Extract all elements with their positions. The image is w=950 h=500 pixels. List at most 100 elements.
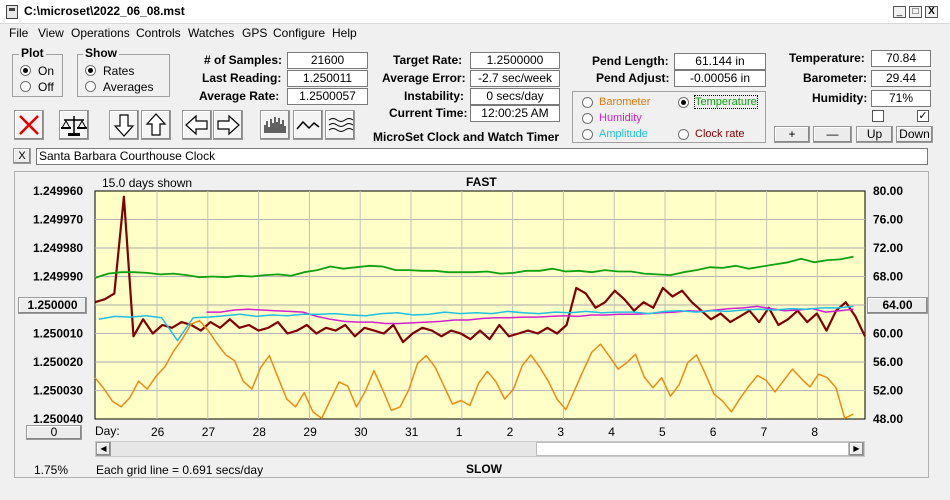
plot-off-radio[interactable] — [20, 81, 31, 92]
wave-button[interactable] — [325, 110, 355, 140]
left-tick-label: 1.249980 — [33, 241, 83, 255]
temperature-radio[interactable] — [678, 97, 689, 108]
temperature-value: 70.84 — [871, 50, 931, 67]
left-arrow-button[interactable] — [182, 110, 212, 140]
balance-button[interactable] — [59, 110, 89, 140]
right-tick-label: 48.00 — [873, 412, 903, 426]
x-tick-label: 4 — [608, 425, 615, 439]
histogram-icon — [264, 117, 286, 133]
up-arrow-button[interactable] — [141, 110, 171, 140]
scroll-left-button[interactable]: ◀ — [96, 442, 111, 456]
menu-watches[interactable]: Watches — [188, 26, 235, 40]
average-rate-value: 1.2500057 — [287, 88, 368, 105]
left-tick-label: 1.250040 — [33, 412, 83, 426]
menu-operations[interactable]: Operations — [71, 26, 130, 40]
menu-controls[interactable]: Controls — [136, 26, 181, 40]
x-tick-label: 26 — [151, 425, 165, 439]
x-tick-label: 30 — [354, 425, 368, 439]
right-tick-label: 60.00 — [873, 327, 903, 341]
menu-gps[interactable]: GPS — [242, 26, 268, 40]
scroll-thumb[interactable] — [536, 442, 849, 456]
left-tick-label: 1.250020 — [33, 355, 83, 369]
menu-help[interactable]: Help — [332, 26, 357, 40]
right-checkbox[interactable]: ✓ — [917, 110, 929, 122]
x-tick-label: 28 — [253, 425, 267, 439]
right-tick-label: 56.00 — [873, 355, 903, 369]
center-temp-button[interactable]: 64.00 — [867, 297, 928, 314]
x-tick-label: 5 — [659, 425, 666, 439]
barometer-radio[interactable] — [582, 97, 593, 108]
humidity-label: Humidity: — [812, 91, 868, 105]
stop-button[interactable] — [14, 110, 44, 140]
chart-title-fast: FAST — [466, 175, 497, 189]
balance-scale-icon — [61, 116, 87, 136]
humidity-value: 71% — [871, 90, 931, 107]
barometer-option-label: Barometer — [599, 96, 651, 108]
down-arrow-button[interactable] — [109, 110, 139, 140]
show-group — [77, 54, 170, 97]
arrow-down-icon — [113, 114, 135, 137]
menu-view[interactable]: View — [38, 26, 64, 40]
amplitude-series-line — [98, 305, 854, 342]
instability-value: 0 secs/day — [470, 88, 560, 105]
center-rate-button[interactable]: 1.250000 — [18, 297, 87, 314]
scale-plus-button[interactable]: + — [774, 126, 810, 143]
arrow-left-icon — [185, 114, 208, 136]
x-axis-title: Day: — [95, 424, 120, 438]
menu-configure[interactable]: Configure — [273, 26, 326, 40]
menu-file[interactable]: File — [9, 26, 29, 40]
histogram-button[interactable] — [260, 110, 290, 140]
average-error-label: Average Error: — [382, 71, 466, 85]
humidity-radio[interactable] — [582, 113, 593, 124]
barometer-label: Barometer: — [803, 71, 868, 85]
humidity-option-label: Humidity — [599, 112, 642, 124]
menu-bar: File View Operations Controls Watches GP… — [0, 24, 950, 42]
app-icon — [6, 5, 18, 19]
show-rates-radio[interactable] — [85, 65, 96, 76]
maximize-button[interactable]: □ — [909, 6, 922, 18]
scale-down-button[interactable]: Down — [896, 126, 933, 143]
clock-rate-radio[interactable] — [678, 129, 689, 140]
clock-rate-series-line — [94, 195, 866, 344]
zero-reset-button[interactable]: 0 — [26, 425, 82, 440]
clear-name-button[interactable]: X — [13, 148, 31, 164]
right-tick-label: 68.00 — [873, 270, 903, 284]
left-tick-label: 1.249990 — [33, 270, 83, 284]
right-tick-label: 76.00 — [873, 213, 903, 227]
scale-up-button[interactable]: Up — [856, 126, 893, 143]
window-title: C:\microset\2022_06_08.mst — [24, 4, 185, 18]
clock-name-input[interactable]: Santa Barbara Courthouse Clock — [36, 148, 928, 165]
left-tick-label: 1.250030 — [33, 384, 83, 398]
show-group-title: Show — [83, 46, 119, 60]
scale-minus-button[interactable]: — — [813, 126, 852, 143]
show-averages-radio[interactable] — [85, 81, 96, 92]
target-rate-label: Target Rate: — [393, 53, 463, 67]
amplitude-radio[interactable] — [582, 129, 593, 140]
amplitude-option-label: Amplitude — [599, 128, 648, 140]
title-bar[interactable]: C:\microset\2022_06_08.mst _ □ X — [0, 0, 950, 24]
samples-value: 21600 — [287, 52, 368, 69]
plot-on-radio[interactable] — [20, 65, 31, 76]
scroll-right-button[interactable]: ▶ — [849, 442, 864, 456]
x-tick-label: 31 — [405, 425, 419, 439]
average-error-value: -2.7 sec/week — [470, 70, 560, 87]
x-tick-label: 3 — [557, 425, 564, 439]
close-button[interactable]: X — [925, 6, 938, 18]
chart-bottom-title-slow: SLOW — [466, 462, 502, 476]
temperature-option-label: Temperature — [694, 95, 758, 109]
left-checkbox[interactable] — [872, 110, 884, 122]
right-tick-label: 72.00 — [873, 241, 903, 255]
minimize-button[interactable]: _ — [893, 6, 906, 18]
percent-label: 1.75% — [34, 463, 69, 477]
right-arrow-button[interactable] — [213, 110, 243, 140]
temperature-series-line — [94, 255, 854, 279]
line-graph-button[interactable] — [293, 110, 323, 140]
show-averages-label: Averages — [103, 80, 154, 94]
x-tick-label: 29 — [303, 425, 317, 439]
current-time-value: 12:00:25 AM — [470, 105, 560, 122]
target-rate-value: 1.2500000 — [470, 52, 560, 69]
plot-on-label: On — [38, 64, 55, 78]
line-graph-icon — [296, 120, 320, 130]
samples-label: # of Samples: — [204, 53, 283, 67]
